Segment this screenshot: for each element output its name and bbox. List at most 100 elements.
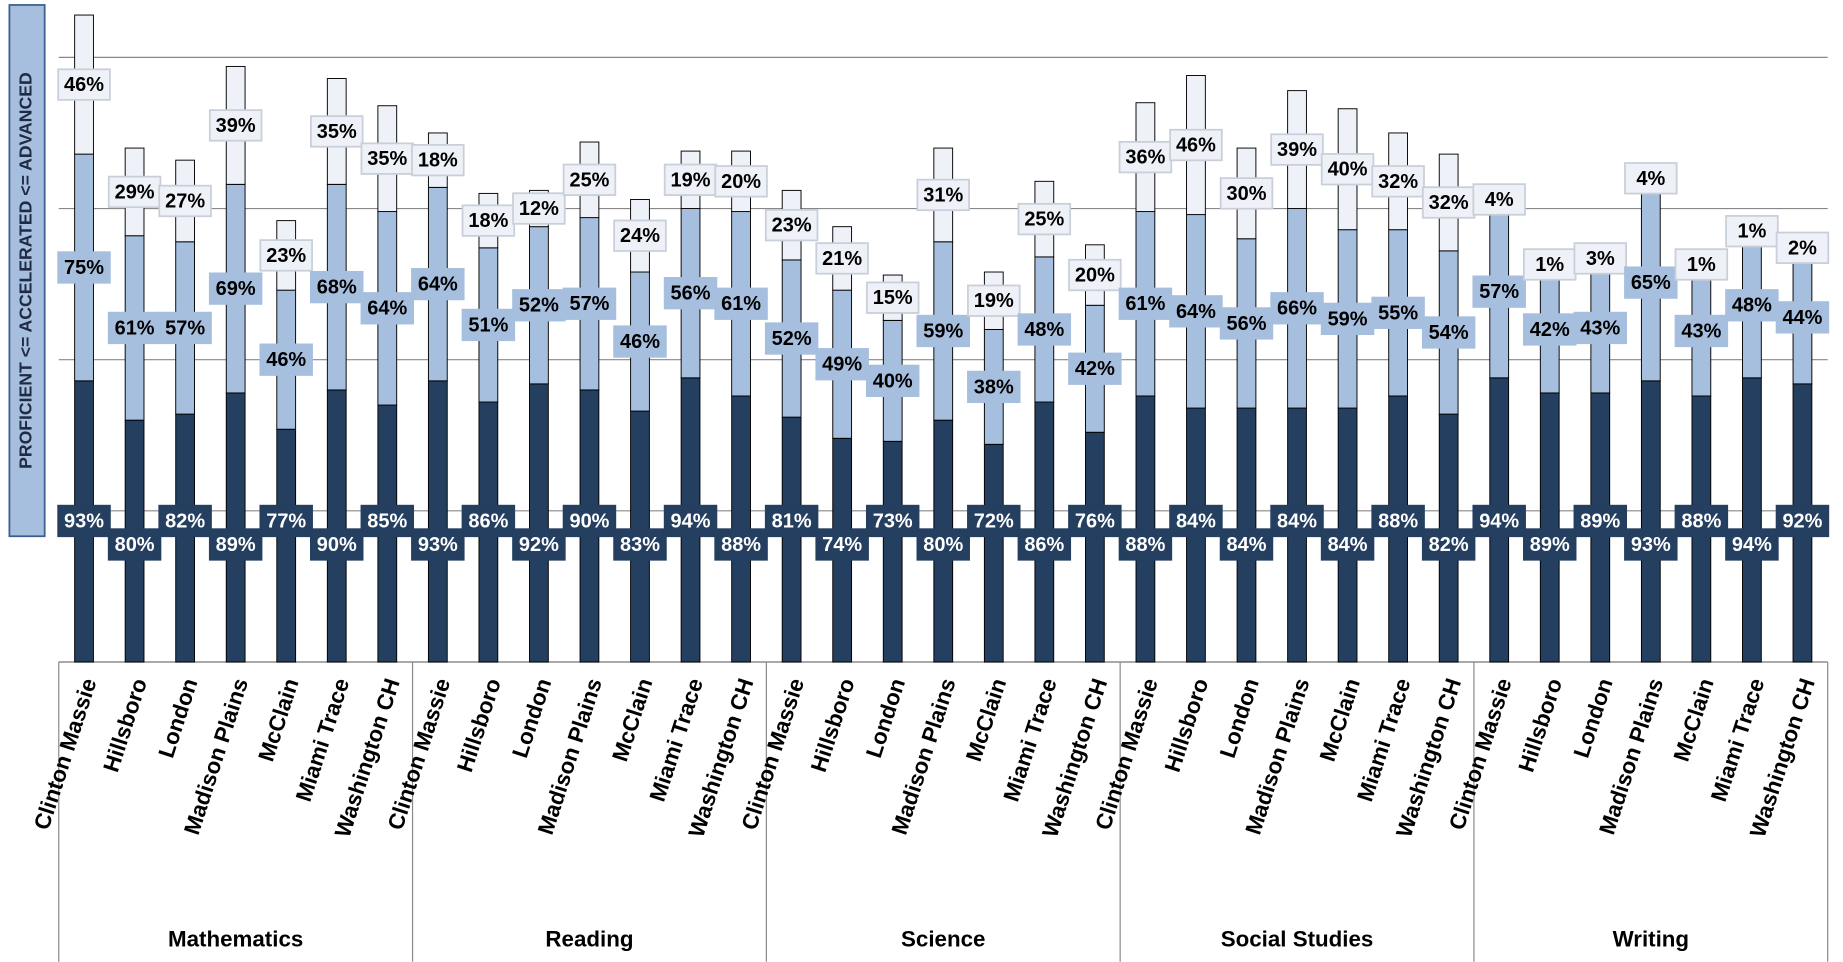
value-label-box	[310, 115, 364, 148]
value-label-box	[1068, 258, 1122, 292]
value-label: 88%	[721, 534, 761, 556]
value-label-box	[107, 311, 162, 345]
value-label-box	[916, 178, 970, 212]
value-label: 74%	[822, 534, 862, 556]
value-label-box	[1421, 186, 1476, 219]
value-label-box	[815, 242, 869, 275]
x-tick-label: Hillsboro	[806, 675, 860, 775]
value-label: 32%	[1378, 171, 1418, 193]
value-label: 46%	[620, 331, 660, 353]
value-label-box	[562, 504, 617, 538]
bar-segment	[427, 380, 448, 663]
bar-segment	[225, 392, 246, 663]
value-label: 43%	[1580, 317, 1620, 339]
value-label-box	[1270, 504, 1324, 538]
value-label: 64%	[367, 298, 407, 320]
value-label-box	[360, 292, 415, 325]
value-label-box	[158, 311, 212, 345]
value-label: 59%	[1328, 308, 1368, 330]
value-label: 68%	[317, 277, 357, 299]
y-axis-label: PROFICIENT <= ACCELERATED <= ADVANCED	[16, 72, 36, 469]
x-tick-label: McClain	[1315, 675, 1365, 764]
value-label-box	[1573, 311, 1628, 345]
value-label: 32%	[1429, 192, 1469, 214]
value-label: 25%	[569, 169, 609, 191]
value-label: 72%	[974, 510, 1014, 532]
value-label-box	[259, 239, 313, 272]
value-label: 61%	[115, 317, 155, 339]
bar-segment	[1539, 392, 1560, 663]
value-label-box	[1674, 504, 1729, 538]
value-label: 75%	[64, 257, 104, 279]
value-label-box	[1169, 295, 1223, 328]
value-label-box	[259, 504, 313, 538]
value-label-box	[411, 528, 465, 561]
value-label: 2%	[1788, 237, 1817, 259]
value-label: 84%	[1227, 534, 1267, 556]
value-label: 82%	[1429, 534, 1469, 556]
value-label: 89%	[1580, 510, 1620, 532]
value-label: 21%	[822, 248, 862, 270]
value-label-box	[1068, 352, 1122, 385]
x-tick-label: Clinton Massie	[29, 675, 101, 833]
value-label-box	[259, 343, 313, 376]
value-label-box	[714, 528, 768, 561]
value-label-box	[1068, 504, 1122, 538]
value-label: 57%	[165, 317, 205, 339]
value-label-box	[1017, 202, 1072, 236]
value-label: 40%	[873, 370, 913, 392]
value-label-box	[1421, 528, 1476, 561]
group-label: Reading	[545, 926, 633, 951]
value-label-box	[916, 528, 970, 561]
value-label-box	[663, 163, 718, 196]
value-label-box	[1371, 165, 1425, 198]
value-label-box	[967, 370, 1021, 404]
value-label-box	[1118, 528, 1173, 561]
value-label-box	[1219, 528, 1274, 561]
value-label-box	[1523, 528, 1577, 561]
value-label-box	[360, 504, 415, 538]
value-label: 56%	[671, 283, 711, 305]
value-label: 24%	[620, 225, 660, 247]
x-tick-label: Hillsboro	[452, 675, 506, 775]
value-label-box	[1674, 248, 1729, 281]
value-label: 23%	[772, 215, 812, 237]
value-label-box	[1270, 292, 1324, 325]
value-label-box	[57, 251, 111, 284]
bar-segment	[983, 443, 1004, 663]
value-label: 94%	[1479, 510, 1519, 532]
group-label: Social Studies	[1221, 926, 1374, 951]
bar-segment	[882, 440, 903, 663]
value-label: 25%	[1024, 209, 1064, 231]
value-label-box	[208, 272, 263, 305]
value-label-box	[714, 287, 768, 320]
value-label-box	[1674, 314, 1729, 348]
value-label: 92%	[519, 534, 559, 556]
value-label: 30%	[1227, 183, 1267, 205]
value-label-box	[613, 219, 667, 252]
value-label: 61%	[1125, 293, 1165, 315]
value-label-box	[865, 504, 920, 538]
value-label-box	[663, 277, 718, 310]
value-label-box	[512, 528, 566, 561]
value-label: 1%	[1687, 254, 1716, 276]
value-label: 19%	[974, 290, 1014, 312]
x-tick-label: London	[861, 675, 910, 761]
x-tick-label: Hillsboro	[1513, 675, 1567, 775]
value-label: 90%	[317, 534, 357, 556]
value-label: 39%	[1277, 139, 1317, 161]
value-label: 54%	[1429, 322, 1469, 344]
value-label: 43%	[1681, 320, 1721, 342]
value-label-box	[310, 270, 364, 304]
value-label: 1%	[1535, 254, 1564, 276]
value-label-box	[57, 68, 111, 101]
value-label: 18%	[468, 210, 508, 232]
value-label-box	[1725, 528, 1779, 561]
value-label: 69%	[216, 278, 256, 300]
value-label: 93%	[418, 534, 458, 556]
value-label: 84%	[1328, 534, 1368, 556]
value-label: 3%	[1586, 248, 1615, 270]
bar-segment	[1742, 377, 1762, 663]
value-label-box	[1624, 162, 1678, 195]
value-label-box	[158, 504, 212, 538]
